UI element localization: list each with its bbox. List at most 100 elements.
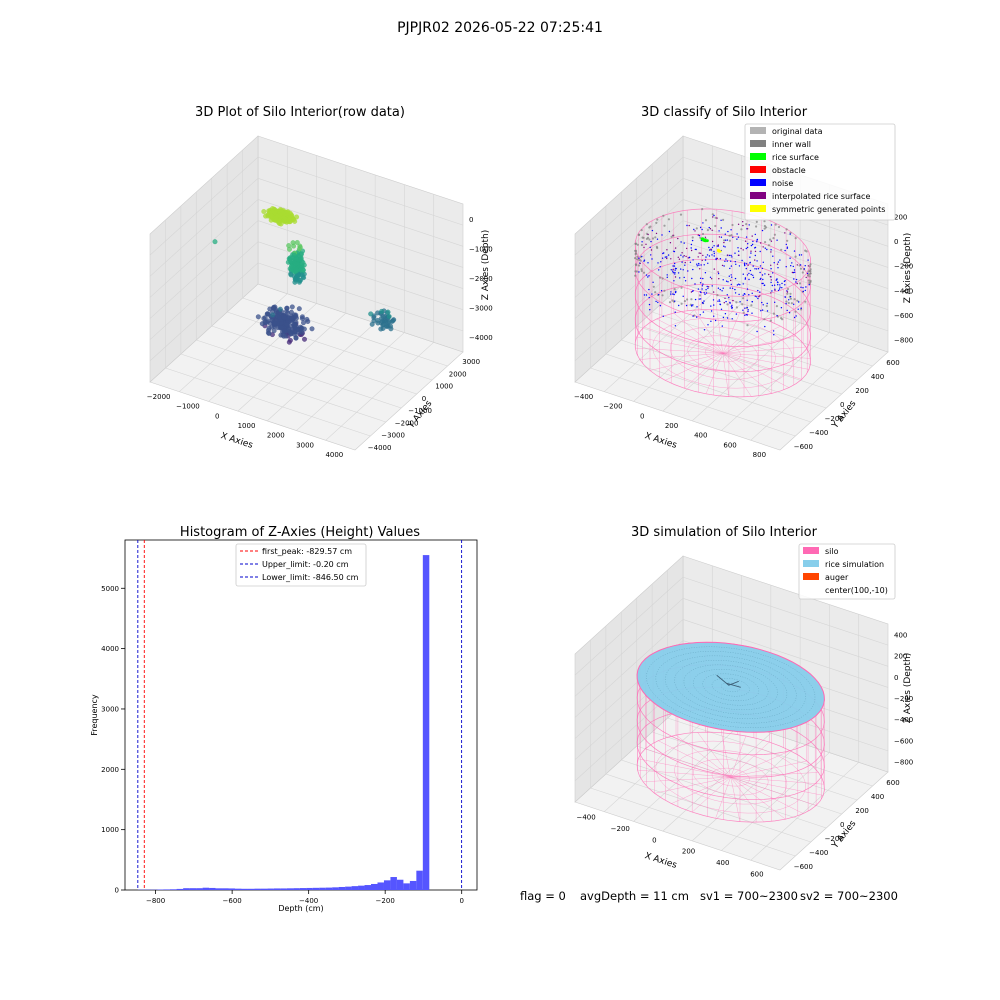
inner-wall-point <box>774 223 777 226</box>
histogram-xlabel: Depth (cm) <box>278 904 323 913</box>
inner-wall-point <box>808 265 812 268</box>
inner-wall-point <box>649 225 652 228</box>
noise-point <box>786 247 788 249</box>
inner-wall-point <box>701 232 705 236</box>
noise-point <box>674 273 676 275</box>
raw-x-tick-label: 4000 <box>325 451 343 459</box>
noise-point <box>804 289 806 292</box>
raw-x-tick-label: 0 <box>215 412 219 420</box>
sim-silo-floor-spoke <box>730 776 825 785</box>
noise-point <box>705 289 707 291</box>
noise-point <box>699 298 702 300</box>
noise-point <box>717 300 719 302</box>
sim-legend-label: center(100,-10) <box>825 586 888 595</box>
noise-point <box>711 246 714 249</box>
inner-wall-point <box>807 279 810 282</box>
inner-wall-point <box>809 280 812 283</box>
panel-simulation-ticks: −400−2000200400600−600−400−2000200400600… <box>576 632 913 879</box>
inner-wall-point <box>680 286 683 289</box>
noise-point <box>725 300 727 303</box>
histogram-bar <box>351 886 359 890</box>
noise-point <box>651 258 653 260</box>
inner-wall-point <box>786 287 790 291</box>
noise-point <box>781 287 783 289</box>
noise-point <box>673 293 675 296</box>
noise-point <box>700 264 702 266</box>
raw-data-point <box>270 312 276 318</box>
noise-point <box>648 303 651 306</box>
noise-point <box>696 316 698 318</box>
raw-box-grid-line <box>266 322 376 422</box>
noise-point <box>752 240 754 243</box>
noise-point <box>696 263 698 265</box>
noise-point <box>795 281 797 283</box>
sim-silo-floor-spoke <box>638 758 731 778</box>
noise-point <box>662 315 664 317</box>
classify-silo-floor-spoke <box>649 352 723 371</box>
noise-point <box>725 258 727 260</box>
histogram-bar <box>358 885 365 890</box>
noise-point <box>798 301 800 303</box>
noise-point <box>742 309 744 311</box>
interpolated-surface-point <box>718 278 720 280</box>
noise-point <box>754 295 756 297</box>
panel-histogram: Histogram of Z-Axies (Height) Values −80… <box>90 525 478 913</box>
noise-point <box>734 292 737 294</box>
noise-point <box>686 224 688 227</box>
histogram-bar <box>306 887 313 890</box>
interpolated-surface-point <box>672 234 674 237</box>
inner-wall-point <box>773 233 777 236</box>
noise-point <box>650 240 652 243</box>
noise-point <box>745 247 747 250</box>
raw-data-point <box>286 326 292 332</box>
noise-point <box>658 294 660 296</box>
noise-point <box>683 276 685 279</box>
inner-wall-point <box>745 223 748 226</box>
noise-point <box>784 296 786 298</box>
interpolated-surface-point <box>670 258 672 260</box>
noise-point <box>651 229 654 232</box>
panel-simulation-silo-wireframe <box>636 641 825 823</box>
raw-z-tick-label: 0 <box>469 216 473 224</box>
raw-box-grid-line <box>149 241 259 340</box>
classify-silo-floor-spoke <box>722 318 762 354</box>
noise-point <box>734 288 736 291</box>
noise-point <box>797 308 799 310</box>
noise-point <box>682 269 684 271</box>
noise-point <box>724 239 727 241</box>
noise-point <box>712 299 715 301</box>
noise-point <box>729 302 731 304</box>
raw-z-tick-label: −4000 <box>469 334 493 342</box>
sim-silo-floor-spoke <box>654 776 731 794</box>
raw-data-point <box>386 319 392 325</box>
interpolated-surface-point <box>770 240 773 242</box>
noise-point <box>655 300 657 303</box>
histogram-bar <box>377 882 384 890</box>
interpolated-surface-point <box>669 242 672 244</box>
raw-data-point <box>272 320 278 326</box>
sim-z-tick-label: 0 <box>894 674 898 682</box>
sim-box-grid-line <box>750 762 859 861</box>
interpolated-surface-point <box>645 243 647 245</box>
sim-silo-floor-spoke <box>730 772 819 778</box>
histogram-bar <box>228 888 235 890</box>
inner-wall-point <box>780 317 783 320</box>
rice-simulation-mesh <box>664 655 797 720</box>
raw-y-tick-label: 2000 <box>449 370 467 378</box>
noise-point <box>721 290 723 292</box>
noise-point <box>667 254 670 256</box>
interpolated-surface-point <box>694 230 696 232</box>
inner-wall-point <box>801 271 804 274</box>
noise-point <box>703 292 705 294</box>
inner-wall-point <box>765 304 768 308</box>
noise-point <box>788 312 791 314</box>
noise-point <box>727 230 729 233</box>
interpolated-surface-point <box>770 292 772 294</box>
noise-point <box>761 229 764 232</box>
noise-point <box>757 289 759 292</box>
histogram-plot-area <box>124 539 478 891</box>
sim-legend-label: rice simulation <box>825 560 884 569</box>
noise-point <box>719 258 722 260</box>
noise-point <box>643 260 645 262</box>
inner-wall-point <box>656 246 659 250</box>
